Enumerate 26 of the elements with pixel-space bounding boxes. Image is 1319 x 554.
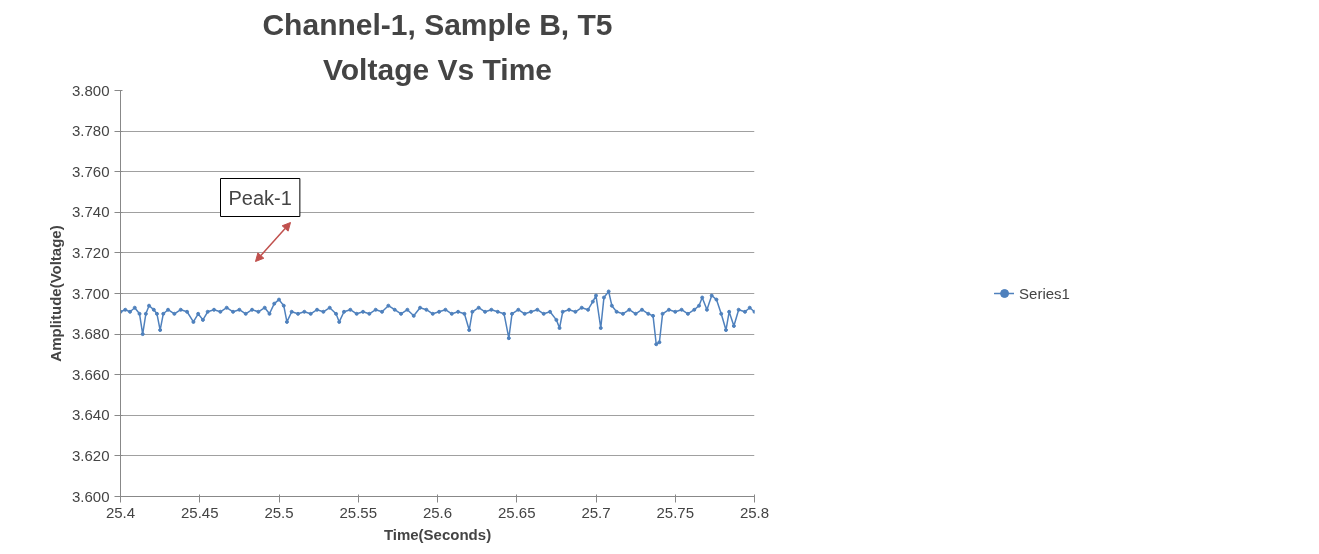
y-axis-title: Amplitude(Voltage) xyxy=(46,225,64,362)
legend-label: Series1 xyxy=(1019,284,1070,302)
y-tick-label: 3.800 xyxy=(71,81,110,99)
x-tick-label: 25.4 xyxy=(105,503,136,521)
x-tick-label: 25.8 xyxy=(739,503,770,521)
y-tick-label: 3.760 xyxy=(71,162,110,180)
y-tick-label: 3.620 xyxy=(71,446,110,464)
y-tick-label: 3.700 xyxy=(71,284,110,302)
y-tick-label: 3.720 xyxy=(71,243,110,261)
x-tick-label: 25.5 xyxy=(264,503,294,521)
x-tick-label: 25.45 xyxy=(180,503,219,521)
x-tick-label: 25.7 xyxy=(581,503,611,521)
y-tick-label: 3.600 xyxy=(71,487,110,505)
x-tick-label: 25.75 xyxy=(656,503,695,521)
y-tick-label: 3.680 xyxy=(71,325,110,343)
chart-subtitle: Voltage Vs Time xyxy=(323,52,552,86)
chart-title: Channel-1, Sample B, T5 xyxy=(262,7,613,41)
x-tick-label: 25.65 xyxy=(497,503,536,521)
x-tick-label: 25.55 xyxy=(339,503,378,521)
y-tick-label: 3.780 xyxy=(71,122,110,140)
x-tick-label: 25.6 xyxy=(422,503,453,521)
y-tick-label: 3.640 xyxy=(71,406,110,424)
x-axis-title: Time(Seconds) xyxy=(383,525,492,543)
y-tick-label: 3.740 xyxy=(71,203,110,221)
y-tick-label: 3.660 xyxy=(71,365,110,383)
annotation: Peak-1 xyxy=(228,186,292,209)
